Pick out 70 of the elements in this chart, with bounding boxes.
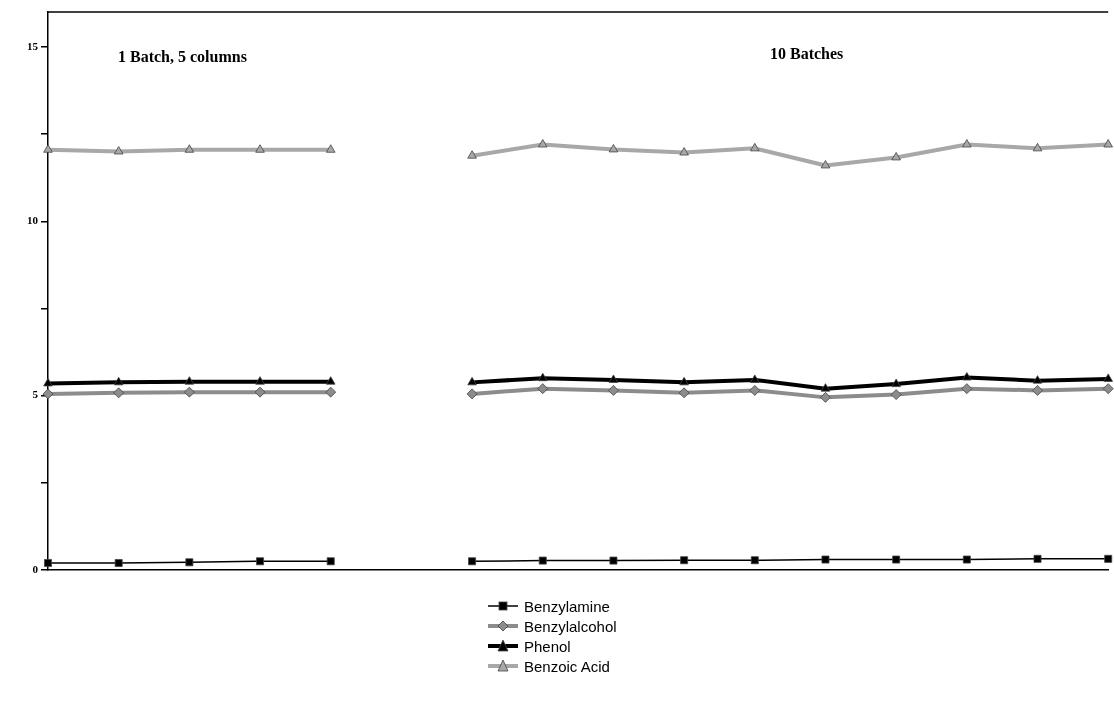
point (678, 387, 690, 399)
point (1032, 142, 1043, 152)
legend-label: Benzylalcohol (524, 617, 617, 635)
point (820, 160, 831, 169)
y-tick-label: 15 (27, 39, 39, 52)
point (325, 376, 336, 385)
point (113, 387, 125, 399)
point (325, 386, 337, 398)
point (820, 391, 831, 403)
point (608, 384, 619, 396)
point (43, 144, 53, 153)
point (749, 384, 761, 396)
point (184, 376, 195, 385)
point (467, 376, 477, 386)
point (254, 386, 266, 398)
point (892, 555, 901, 564)
point (256, 557, 264, 566)
point (468, 557, 477, 566)
point (538, 139, 548, 148)
point (537, 383, 549, 395)
point (1103, 139, 1113, 148)
point (608, 144, 619, 153)
point (961, 383, 973, 395)
point (326, 557, 335, 566)
point (42, 388, 54, 400)
point (185, 558, 194, 567)
point (255, 376, 265, 385)
point (609, 556, 618, 565)
point (962, 555, 971, 564)
point (1032, 375, 1043, 384)
point (538, 372, 548, 382)
point (962, 372, 972, 381)
point (750, 374, 760, 383)
point (680, 556, 689, 565)
annotation: 1 Batch, 5 columns (118, 48, 247, 66)
y-tick-label: 5 (32, 388, 39, 401)
point (820, 383, 831, 392)
point (890, 389, 902, 400)
y-tick-label: 10 (27, 214, 39, 227)
legend-label: Benzylamine (524, 597, 610, 615)
point (467, 150, 477, 159)
point (679, 376, 689, 386)
point (891, 152, 901, 161)
point (608, 374, 619, 383)
point (679, 147, 689, 156)
point (1032, 384, 1043, 396)
point (113, 376, 124, 386)
point (750, 142, 760, 152)
point (184, 144, 195, 153)
point (1103, 373, 1113, 382)
annotation: 10 Batches (770, 45, 844, 63)
point (255, 144, 265, 153)
point (466, 388, 478, 400)
point (538, 556, 547, 565)
point (1104, 554, 1113, 563)
legend-label: Phenol (524, 637, 571, 655)
y-tick-label: 0 (32, 562, 39, 575)
point (821, 555, 830, 564)
point (962, 139, 972, 148)
point (183, 386, 195, 398)
point (44, 559, 52, 567)
point (1033, 554, 1042, 563)
point (1102, 383, 1114, 395)
point (325, 144, 336, 153)
legend-label: Benzoic Acid (524, 657, 610, 675)
point (43, 378, 53, 387)
point (113, 146, 124, 155)
point (114, 559, 123, 567)
point (750, 556, 759, 565)
point (891, 378, 901, 388)
